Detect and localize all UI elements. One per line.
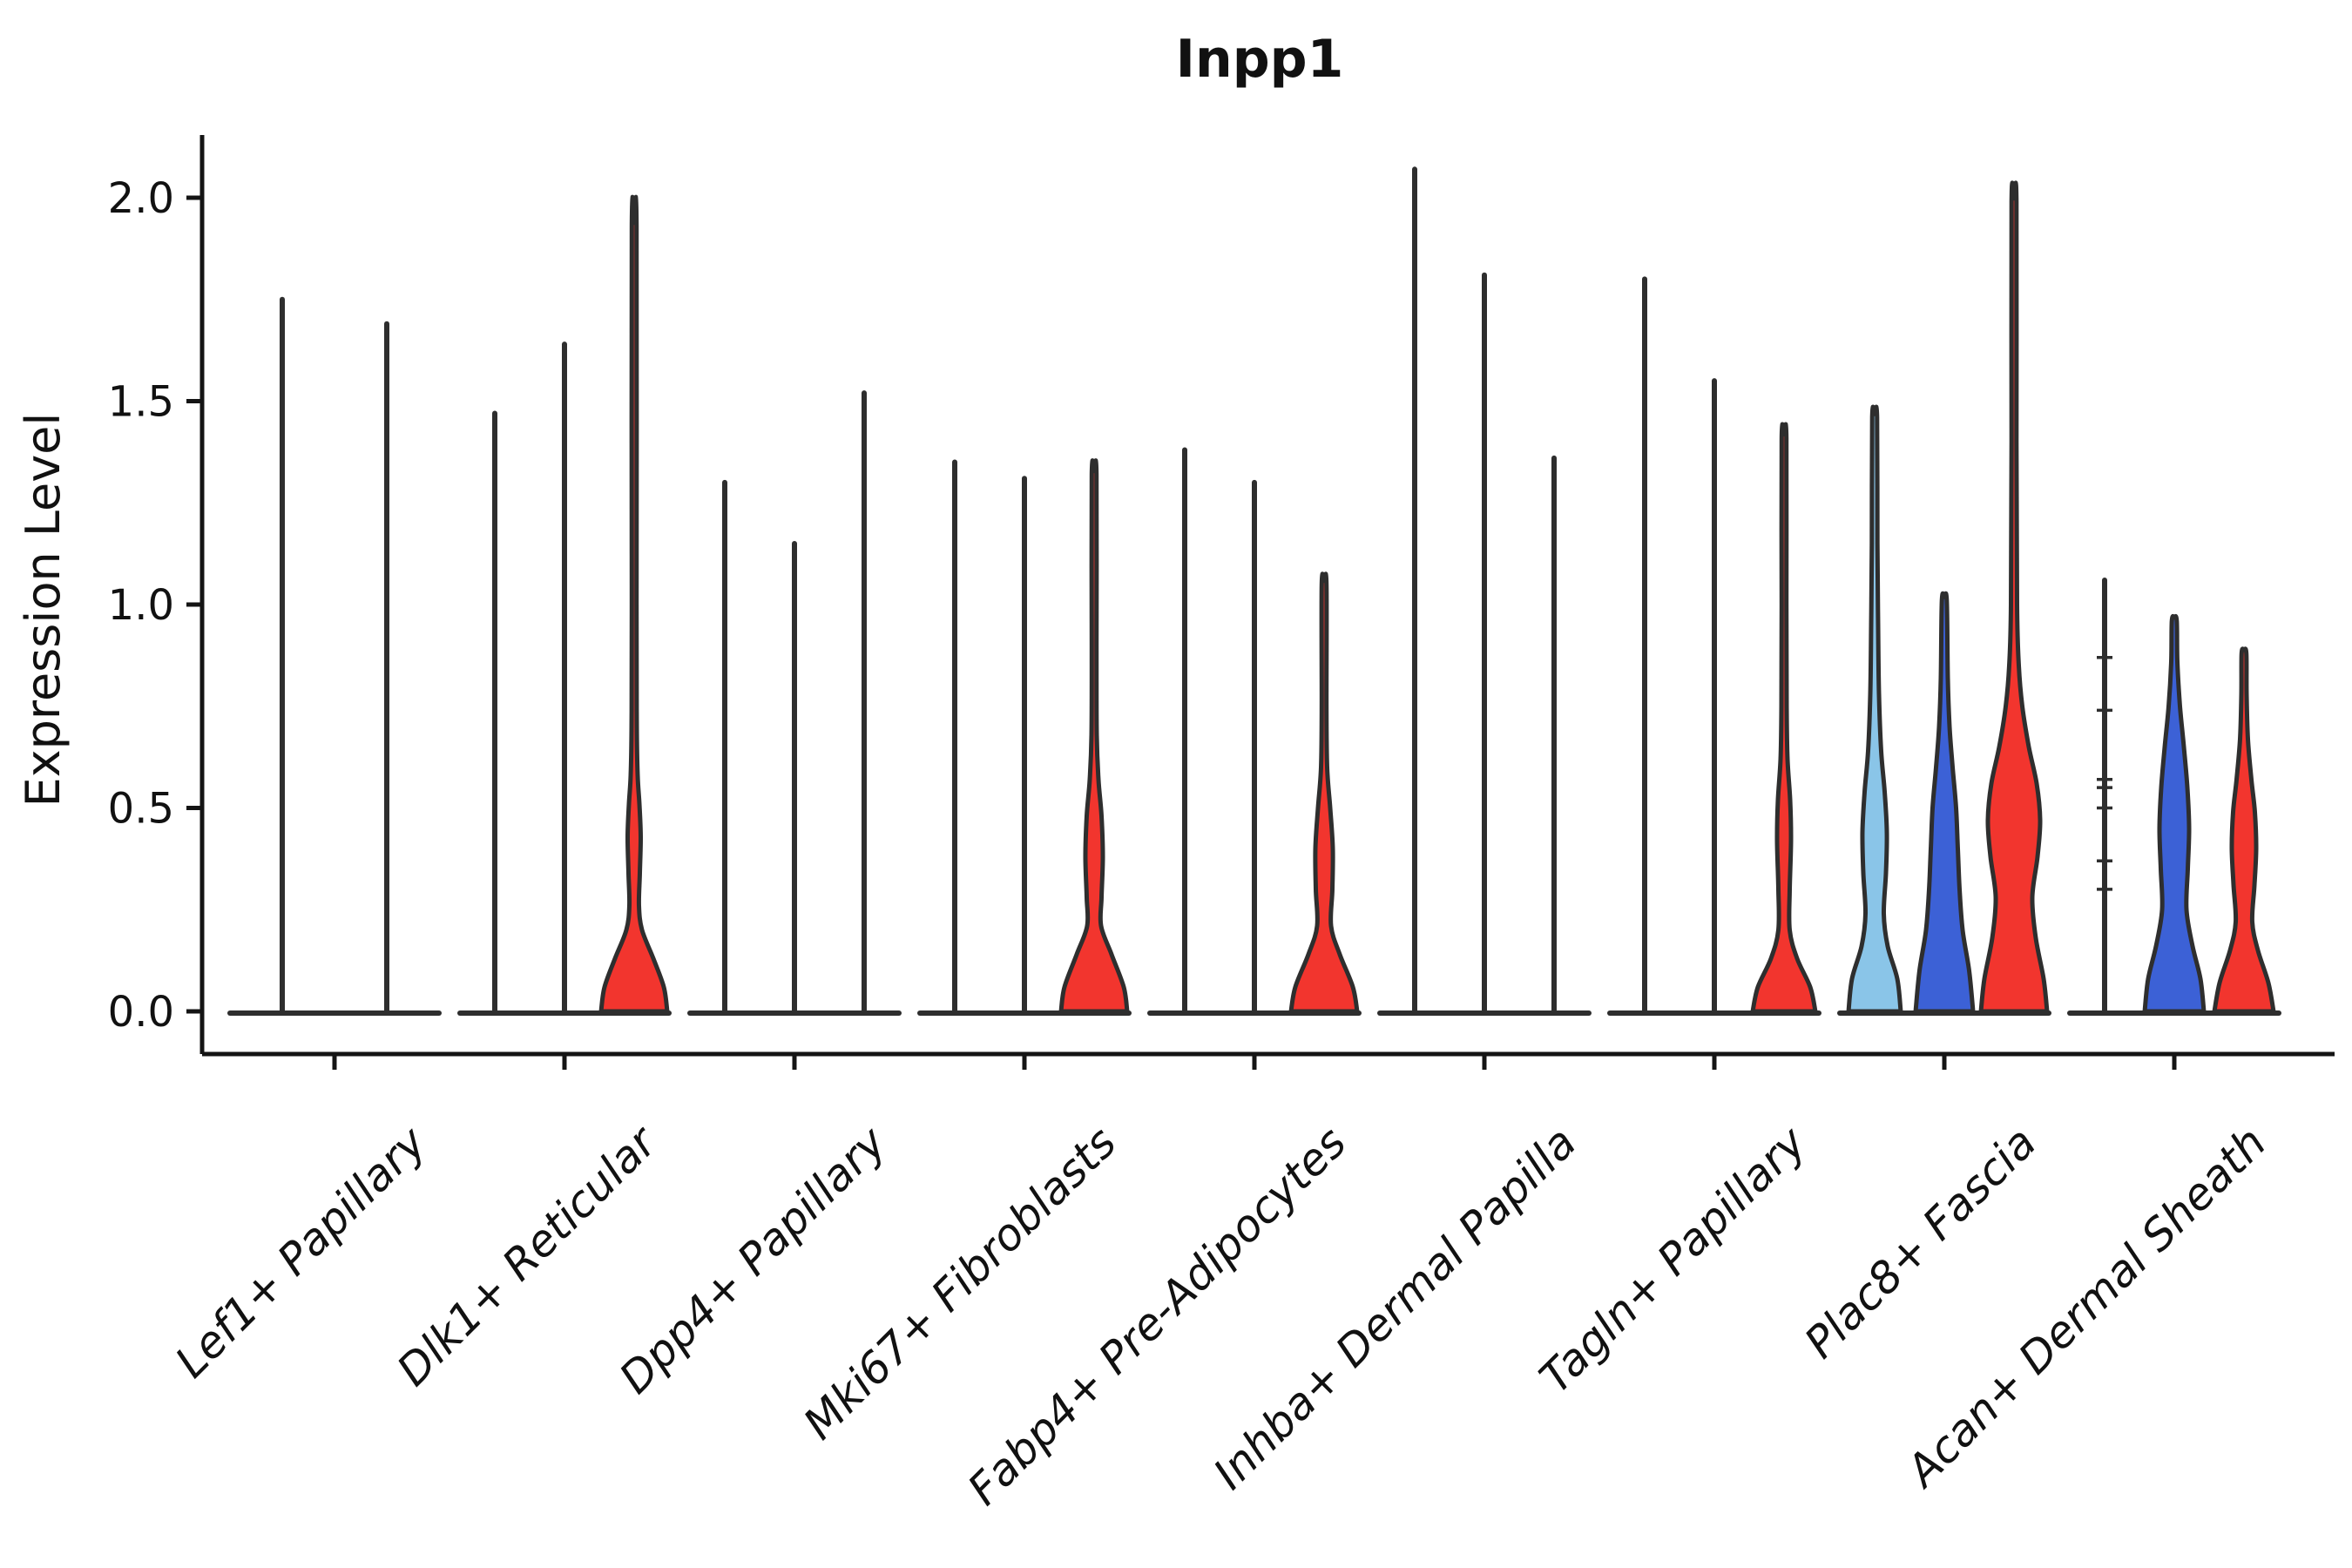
violin-shape-red [1750, 422, 1818, 1014]
plot-area [227, 166, 2281, 1016]
x-tick-label: Lef1+ Papillary [166, 1116, 436, 1387]
violin-shape-red [1288, 571, 1360, 1014]
y-tick-label: 0.0 [108, 988, 174, 1037]
x-tick-label: Inhba+ Dermal Papilla [1204, 1117, 1585, 1498]
y-axis-label: Expression Level [16, 413, 71, 808]
x-tick-label: Plac8+ Fascia [1795, 1117, 2046, 1368]
y-tick-label: 1.0 [108, 581, 174, 630]
violin-shape-red [2212, 646, 2276, 1014]
chart-title: Inpp1 [1176, 29, 1344, 90]
violin-shape-blue [1913, 591, 1976, 1014]
violin-shape-lightblue [1846, 404, 1903, 1014]
y-tick-label: 1.5 [108, 378, 174, 427]
violin-shape-red [1058, 458, 1130, 1014]
violin-shape-blue [2142, 614, 2207, 1014]
violin-shape-red [598, 194, 670, 1014]
x-tick-label: Fabp4+ Pre-Adipocytes [958, 1117, 1356, 1515]
y-tick-label: 0.5 [108, 785, 174, 834]
y-tick-label: 2.0 [108, 174, 174, 223]
violin-shape-red [1978, 180, 2050, 1014]
